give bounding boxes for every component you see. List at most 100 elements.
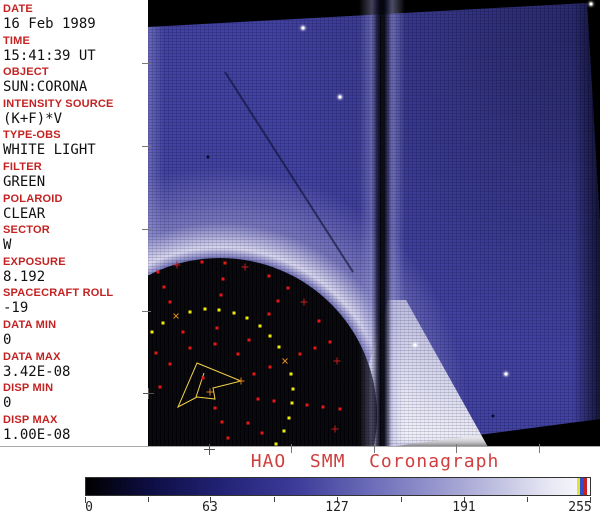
metadata-field: INTENSITY SOURCE (K+F)*V (0, 98, 148, 130)
metadata-field: SPACECRAFT ROLL -19 (0, 287, 148, 319)
field-label: POLAROID (3, 192, 63, 205)
colorbar-tick-label: 63 (202, 500, 218, 512)
axis-tick (142, 311, 151, 312)
red-grid-dot (200, 260, 204, 264)
colorbar-minor-tick (147, 497, 149, 502)
colorbar-major-tick (210, 497, 211, 503)
red-grid-dot (221, 277, 225, 281)
colorbar-major-tick (590, 497, 591, 503)
field-value: SUN:CORONA (3, 79, 88, 96)
red-grid-dot (246, 421, 250, 425)
yellow-grid-dot (188, 310, 192, 314)
orange-plus-mark (237, 377, 245, 385)
field-label: DISP MAX (3, 413, 58, 426)
colorbar-tick-label: 0 (85, 500, 93, 512)
metadata-field: TYPE-OBS WHITE LIGHT (0, 129, 148, 161)
colorbar-tick-label: 127 (325, 500, 349, 512)
metadata-field: FILTER GREEN (0, 161, 148, 193)
field-label: EXPOSURE (3, 255, 66, 268)
metadata-sidebar: DATE 16 Feb 1989 TIME 15:41:39 UT OBJECT SUN:… (0, 0, 148, 447)
red-grid-dot (162, 285, 166, 289)
field-label: SPACECRAFT ROLL (3, 287, 114, 300)
field-value: -19 (3, 300, 29, 317)
metadata-field: DATA MIN 0 (0, 319, 148, 351)
yellow-grid-dot (232, 311, 236, 315)
field-label: TIME (3, 34, 31, 47)
red-grid-dot (272, 399, 276, 403)
coronagraph-image (148, 0, 600, 447)
red-grid-dot (313, 346, 317, 350)
metadata-field: SECTOR W (0, 224, 148, 256)
yellow-grid-dot (282, 429, 286, 433)
field-value: 0 (3, 395, 12, 412)
red-grid-dot (256, 397, 260, 401)
red-grid-dot (321, 405, 325, 409)
red-plus-mark (333, 357, 341, 365)
red-grid-dot (213, 406, 217, 410)
field-label: DISP MIN (3, 382, 54, 395)
metadata-field: DISP MIN 0 (0, 382, 148, 414)
yellow-grid-dot (277, 345, 281, 349)
red-grid-dot (154, 351, 158, 355)
metadata-field: POLAROID CLEAR (0, 193, 148, 225)
panel-baseline (0, 446, 600, 447)
red-plus-mark (331, 425, 339, 433)
field-label: DATE (3, 3, 33, 15)
axis-tick (291, 444, 292, 453)
red-grid-dot (168, 362, 172, 366)
field-value: W (3, 237, 12, 254)
yellow-grid-dot (268, 334, 272, 338)
field-value: GREEN (3, 173, 46, 190)
metadata-field: OBJECT SUN:CORONA (0, 66, 148, 98)
axis-tick (142, 229, 151, 230)
yellow-grid-dot (150, 330, 154, 334)
red-grid-dot (328, 340, 332, 344)
metadata-field: DATA MAX 3.42E-08 (0, 351, 148, 383)
red-grid-dot (268, 365, 272, 369)
axis-tick (142, 146, 151, 147)
red-grid-dot (213, 342, 217, 346)
star-speck (301, 26, 305, 30)
yellow-grid-dot (274, 442, 278, 446)
intensity-colorbar (85, 477, 591, 496)
field-label: FILTER (3, 160, 42, 173)
yellow-grid-dot (258, 324, 262, 328)
yellow-grid-dot (217, 308, 221, 312)
red-grid-dot (201, 376, 205, 380)
scanline-texture (148, 3, 600, 447)
field-value: 0 (3, 331, 12, 348)
red-grid-dot (236, 352, 240, 356)
red-grid-dot (298, 352, 302, 356)
axis-tick (539, 444, 540, 453)
field-label: DATA MIN (3, 318, 57, 331)
field-value: WHITE LIGHT (3, 142, 96, 159)
red-grid-dot (215, 326, 219, 330)
metadata-field: DISP MAX 1.00E-08 (0, 414, 148, 446)
metadata-field: EXPOSURE 8.192 (0, 256, 148, 288)
field-value: CLEAR (3, 205, 46, 222)
red-grid-dot (226, 436, 230, 440)
star-speck (338, 95, 342, 99)
red-grid-dot (317, 319, 321, 323)
red-grid-dot (286, 286, 290, 290)
dust-speck (206, 155, 210, 159)
field-value: (K+F)*V (3, 110, 63, 127)
metadata-field: TIME 15:41:39 UT (0, 35, 148, 67)
red-grid-dot (220, 420, 224, 424)
red-plus-mark (241, 263, 249, 271)
star-speck (589, 2, 593, 6)
yellow-grid-dot (161, 321, 165, 325)
red-grid-dot (156, 270, 160, 274)
colorbar-major-tick (464, 497, 465, 503)
star-speck (504, 372, 508, 376)
colorbar-end-stripe (583, 478, 587, 495)
field-value: 1.00E-08 (3, 426, 71, 443)
colorbar-tick-label: 255 (568, 500, 592, 512)
red-grid-dot (247, 338, 251, 342)
colorbar-minor-tick (527, 497, 529, 502)
yellow-grid-dot (291, 387, 295, 391)
colorbar-end-stripe (580, 478, 583, 495)
red-grid-dot (168, 300, 172, 304)
red-grid-dot (338, 407, 342, 411)
field-value: 16 Feb 1989 (3, 16, 96, 32)
